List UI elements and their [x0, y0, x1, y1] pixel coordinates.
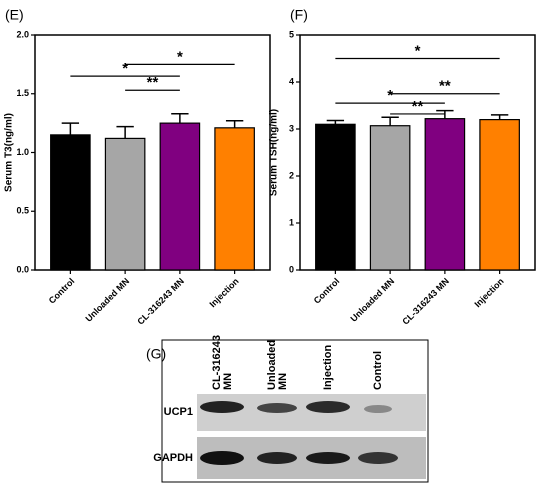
bar [424, 118, 466, 271]
x-tick-label: Control [312, 276, 342, 306]
y-tick-label: 3 [289, 123, 294, 133]
row-label: GAPDH [153, 452, 193, 464]
blot-frame [161, 339, 429, 483]
bar [50, 134, 91, 271]
lane-label: CL-316243MN [211, 335, 234, 390]
panel-label: (G) [146, 346, 166, 362]
bar [104, 137, 146, 271]
y-tick-label: 1.0 [16, 147, 29, 157]
blot-strip [197, 394, 426, 431]
significance-label: ** [412, 98, 424, 115]
y-tick-label: 1 [289, 217, 294, 227]
y-tick-label: 4 [289, 76, 294, 86]
y-tick-label: 5 [289, 29, 294, 39]
x-tick-label: Injection [472, 276, 505, 309]
x-tick-label: Unloaded MN [83, 276, 131, 324]
x-tick-label: Unloaded MN [348, 276, 396, 324]
y-tick-label: 0.0 [16, 264, 29, 274]
lane-label: Injection [322, 344, 334, 390]
y-axis-title: Serum TSH(ng/ml) [269, 109, 280, 196]
panel-label: (F) [290, 7, 308, 23]
significance-label: ** [439, 78, 451, 95]
lane-label: UnloadedMN [266, 340, 289, 390]
bar [479, 118, 520, 271]
significance-label: * [177, 48, 183, 65]
significance-label: ** [147, 74, 159, 91]
panel-label: (E) [5, 7, 24, 23]
x-tick-label: Injection [207, 276, 240, 309]
x-tick-label: Control [47, 276, 77, 306]
x-tick-label: CL-316243 MN [135, 276, 186, 327]
x-tick-label: CL-316243 MN [400, 276, 451, 327]
bar [315, 123, 356, 271]
y-tick-label: 2.0 [16, 29, 29, 39]
plot-frame [299, 34, 536, 271]
bar [214, 127, 255, 271]
significance-label: * [122, 60, 128, 77]
y-tick-label: 1.5 [16, 88, 29, 98]
row-label: UCP1 [164, 406, 193, 418]
significance-label: * [387, 87, 393, 104]
significance-label: * [415, 42, 421, 59]
y-tick-label: 2 [289, 170, 294, 180]
lane-label: Control [372, 351, 384, 390]
y-axis-title: Serum T3(ng/ml) [4, 113, 15, 192]
y-tick-label: 0.5 [16, 206, 29, 216]
bar [369, 125, 411, 271]
y-tick-label: 0 [289, 264, 294, 274]
bar [159, 122, 201, 271]
blot-bands [200, 401, 398, 465]
